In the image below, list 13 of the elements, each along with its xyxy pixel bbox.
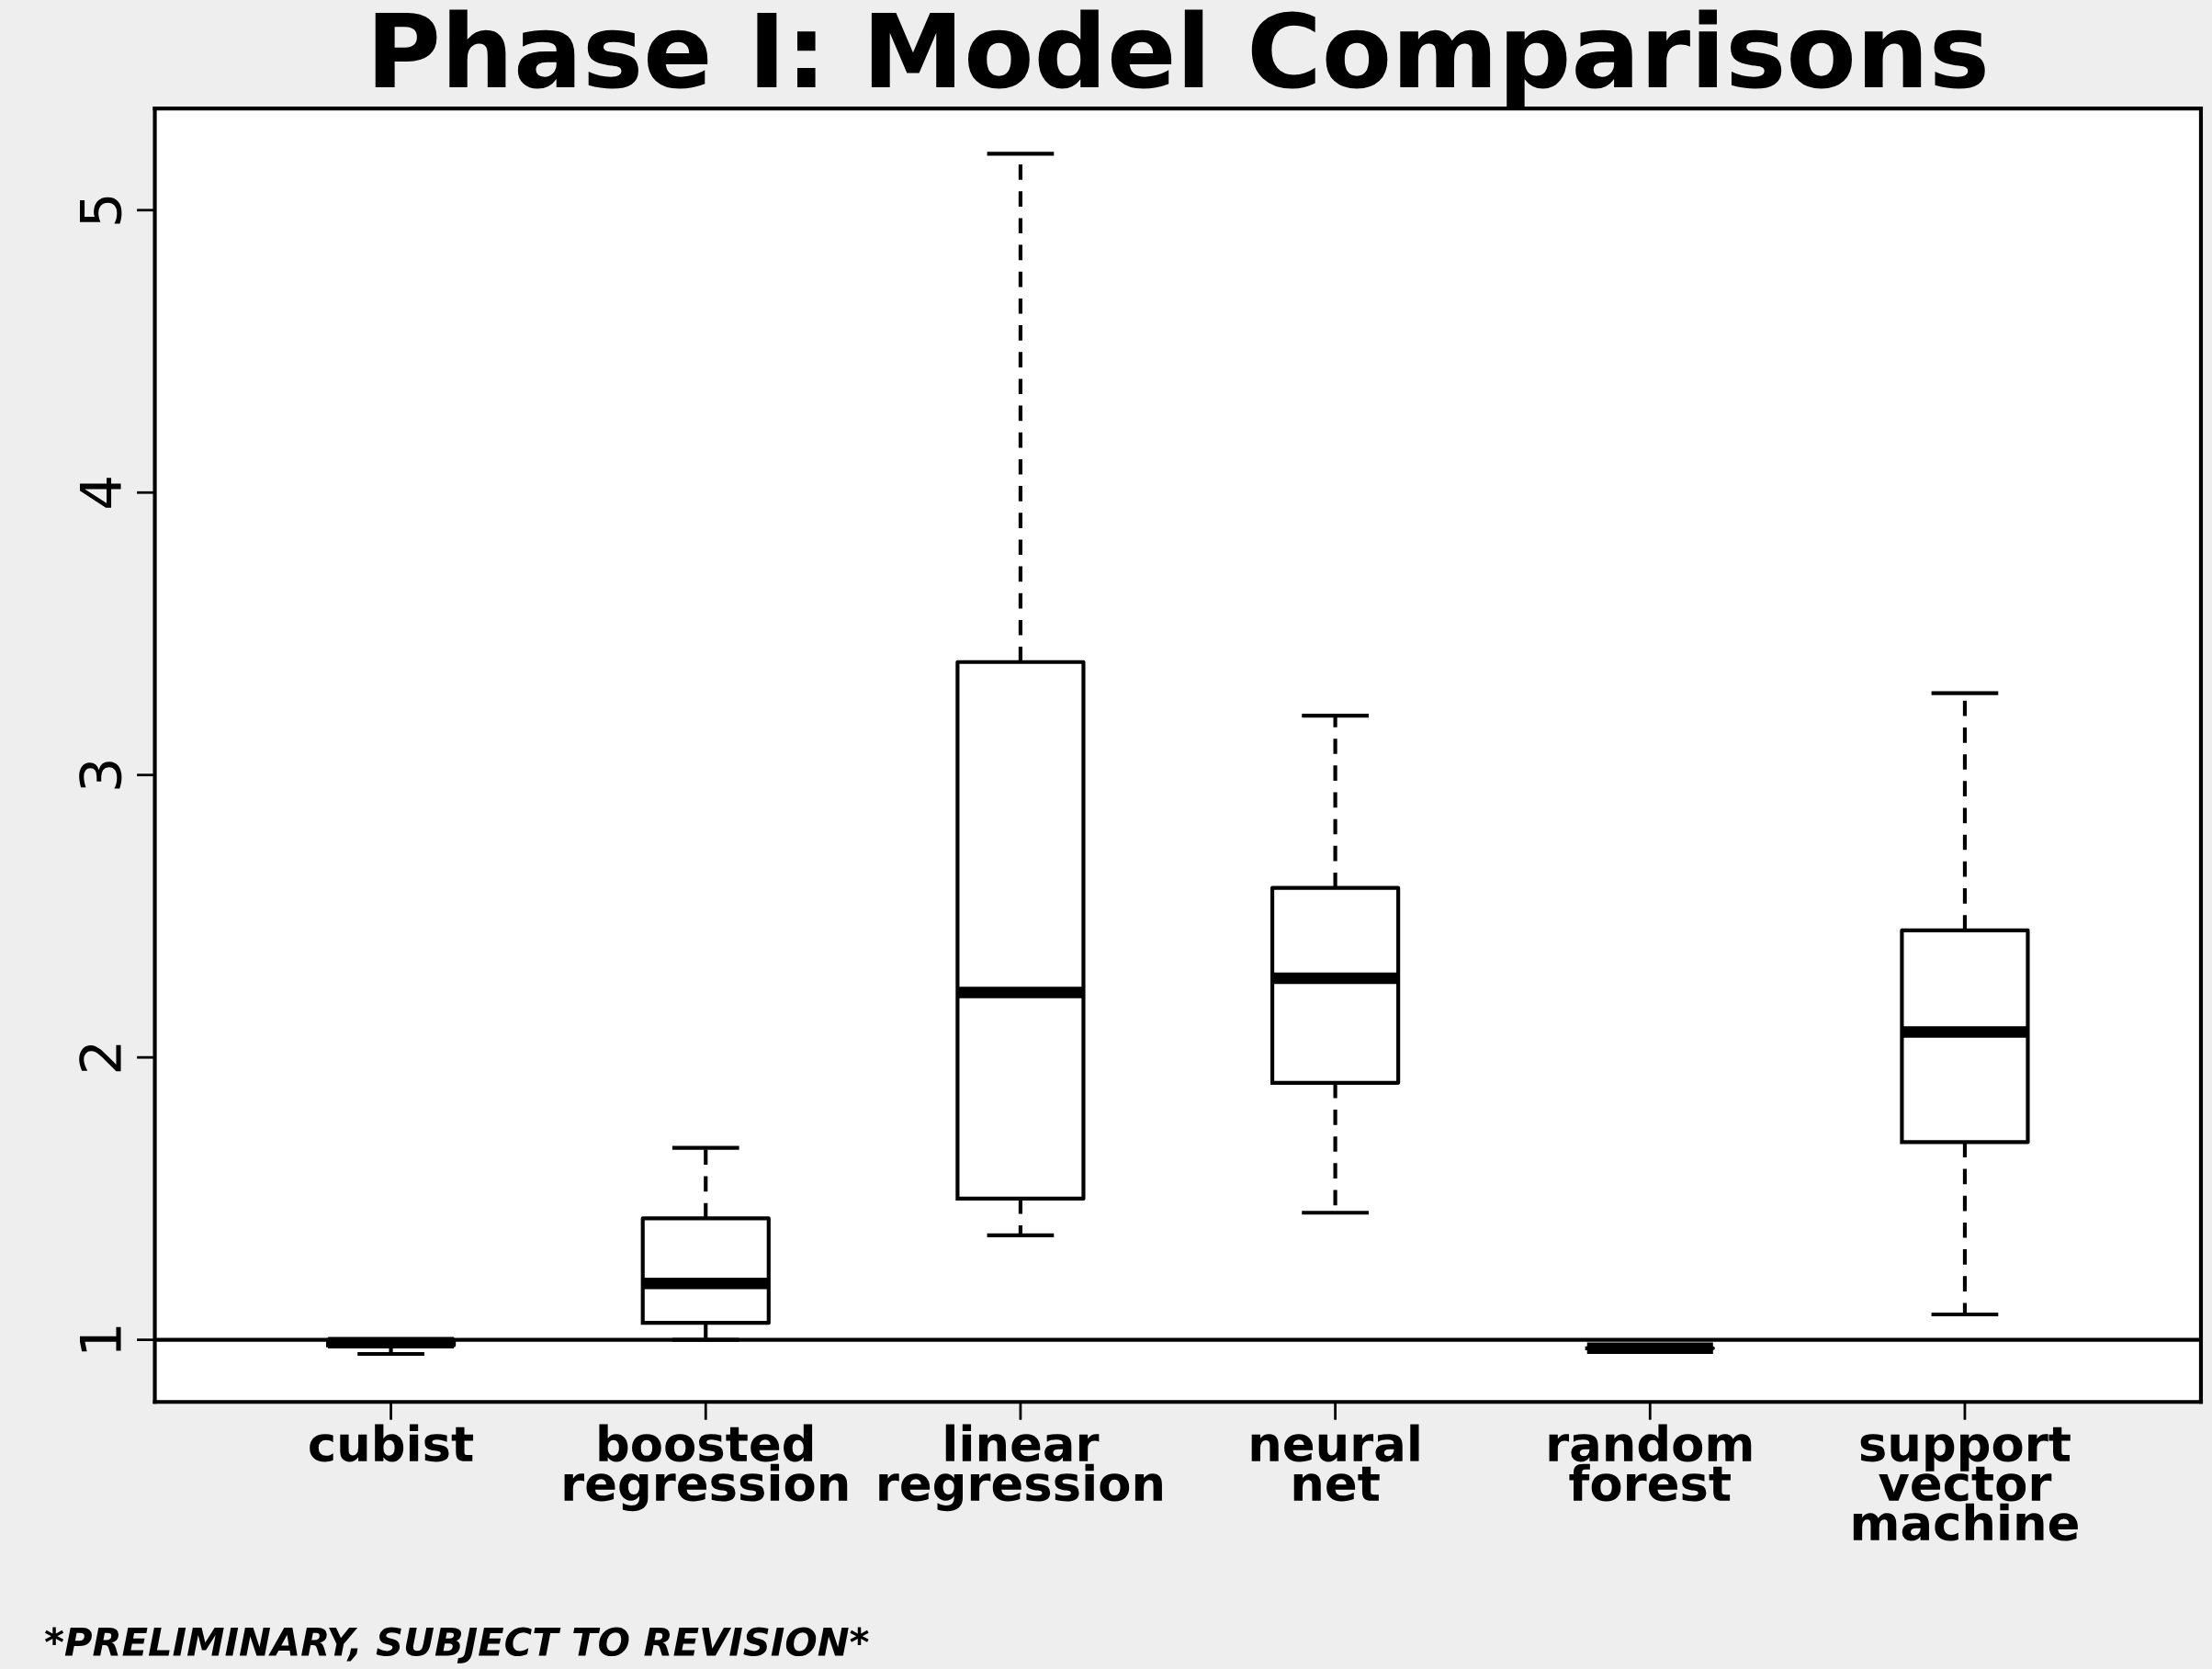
x-tick-label: random forest <box>1549 1424 1752 1502</box>
x-tick-label: support vector machine <box>1853 1427 2078 1541</box>
text: *PRELIMINARY, SUBJECT TO REVISION* <box>44 1627 869 1663</box>
x-tick-label: boosted regression <box>564 1424 848 1512</box>
y-tick-label: 1 <box>79 1326 121 1352</box>
y-tick-label: 3 <box>79 761 122 789</box>
x-tick-label: linear regression <box>879 1424 1162 1512</box>
y-tick-label: 4 <box>79 478 121 508</box>
chart-title: Phase I: Model Comparisons <box>375 9 1985 109</box>
x-tick-label: cubist <box>310 1424 474 1462</box>
x-tick-label: neural net <box>1251 1424 1419 1502</box>
y-tick-label: 2 <box>79 1044 121 1072</box>
y-tick-label: 5 <box>79 197 122 224</box>
